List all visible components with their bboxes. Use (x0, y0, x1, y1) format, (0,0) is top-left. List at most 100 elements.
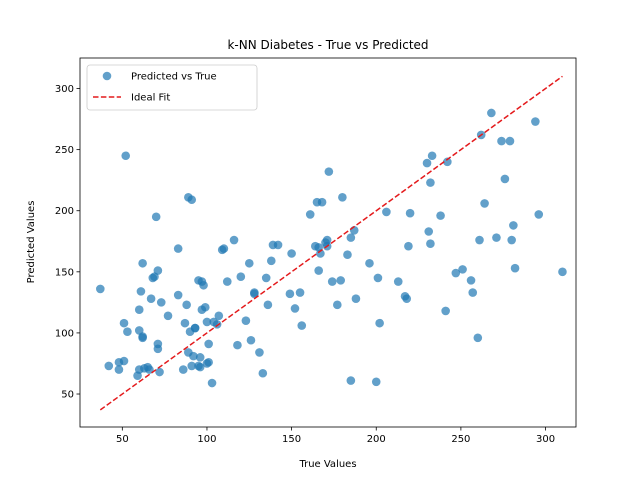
data-point (346, 233, 356, 242)
data-point (404, 241, 413, 251)
legend-box (86, 64, 258, 111)
data-point (190, 323, 200, 333)
data-point (336, 276, 345, 285)
data-point (426, 239, 435, 249)
data-point (121, 151, 131, 161)
data-point (219, 244, 229, 253)
legend-label-predicted: Predicted vs True (131, 72, 217, 83)
y-axis-label: Predicted Values (26, 201, 37, 284)
data-point (163, 311, 173, 321)
data-point (222, 277, 232, 286)
data-point (153, 266, 163, 275)
data-point (155, 367, 164, 377)
data-point (509, 221, 518, 230)
data-point (314, 266, 323, 275)
data-point (187, 361, 197, 371)
data-point (322, 235, 332, 245)
data-point (426, 178, 435, 187)
chart-title: k-NN Diabetes - True vs Predicted (227, 38, 428, 52)
data-point (475, 235, 484, 245)
data-point (104, 361, 114, 371)
legend-label-ideal: Ideal Fit (131, 93, 170, 104)
data-point (351, 294, 361, 304)
data-point (507, 235, 516, 245)
data-point (480, 199, 489, 208)
data-point (250, 289, 259, 299)
data-point (346, 376, 356, 385)
legend-marker-predicted (102, 71, 112, 81)
x-tick-label: 100 (197, 434, 216, 445)
data-point (200, 302, 210, 312)
x-tick-label: 250 (451, 434, 470, 445)
data-point (233, 340, 242, 350)
data-point (316, 249, 325, 258)
data-point (558, 267, 567, 277)
x-tick-label: 200 (367, 434, 386, 445)
data-point (382, 207, 391, 217)
data-point (241, 316, 251, 325)
data-point (261, 273, 271, 283)
data-point (178, 365, 188, 374)
data-point (145, 365, 154, 374)
data-point (138, 258, 147, 268)
x-tick-label: 50 (116, 434, 129, 445)
data-point (119, 318, 129, 328)
data-point (424, 227, 434, 236)
data-point (290, 304, 300, 313)
data-point (333, 300, 342, 310)
data-point (297, 321, 307, 330)
data-point (510, 263, 520, 273)
ideal-fit-line (99, 75, 563, 411)
data-point (229, 235, 239, 245)
data-point (138, 333, 147, 343)
y-tick-label: 50 (61, 390, 74, 401)
data-point (317, 197, 327, 207)
data-point (266, 256, 276, 266)
data-point (441, 306, 450, 316)
data-point (156, 298, 166, 307)
data-point (263, 300, 273, 310)
data-point (287, 249, 296, 258)
data-point (204, 339, 213, 349)
data-point (146, 294, 156, 304)
data-point (195, 362, 205, 372)
data-point (273, 240, 283, 250)
axes: 50 100 150 200 250 300 50 100 150 200 250 300 (55, 57, 577, 445)
data-point (343, 250, 352, 260)
data-point (199, 280, 208, 290)
data-point (214, 311, 224, 321)
data-point (187, 195, 197, 205)
data-point (427, 151, 437, 161)
data-point (505, 136, 515, 146)
data-point (136, 287, 146, 296)
y-tick-label: 250 (55, 145, 74, 156)
data-point (195, 353, 205, 362)
data-point (487, 108, 496, 118)
x-tick-label: 150 (282, 434, 301, 445)
data-point (443, 157, 452, 167)
data-point (373, 273, 383, 283)
data-point (285, 289, 295, 299)
y-tick-label: 200 (55, 206, 74, 217)
data-point (151, 212, 161, 222)
x-tick-label: 300 (536, 434, 555, 445)
data-point (134, 305, 144, 315)
data-point (236, 272, 246, 282)
y-tick-label: 300 (55, 84, 74, 95)
data-point (114, 365, 124, 374)
data-point (182, 300, 191, 310)
data-point (365, 258, 374, 268)
data-point (422, 158, 432, 168)
y-tick-label: 100 (55, 328, 74, 339)
data-point (375, 318, 384, 328)
x-axis-label: True Values (298, 459, 356, 470)
data-point (500, 174, 510, 184)
data-point (258, 368, 268, 378)
data-point (189, 351, 198, 361)
data-point (202, 317, 212, 327)
data-point (393, 277, 403, 286)
data-point (173, 244, 183, 253)
data-point (338, 192, 347, 202)
data-point (458, 265, 467, 274)
